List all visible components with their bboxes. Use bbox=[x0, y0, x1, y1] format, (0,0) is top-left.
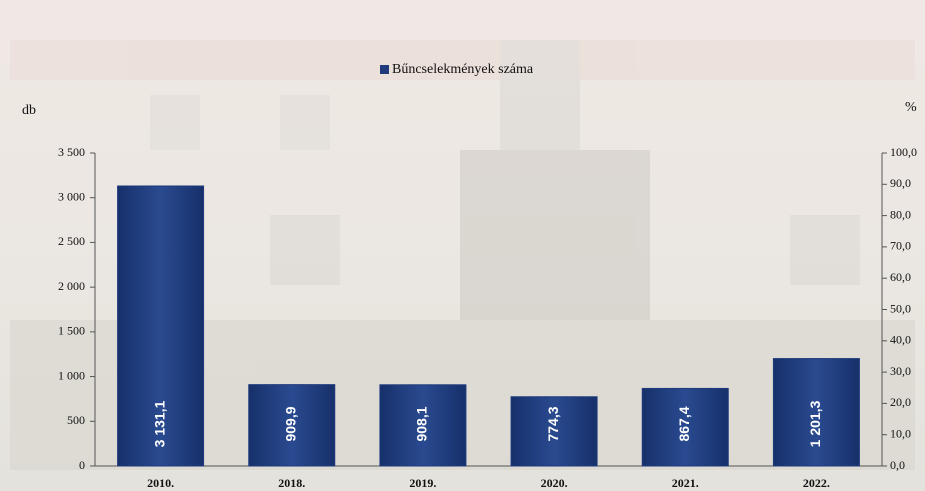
y-axis-label: db bbox=[22, 103, 36, 118]
y2-tick-label: 60,0 bbox=[890, 270, 911, 284]
x-tick-label: 2018. bbox=[278, 476, 305, 490]
y-tick-label: 1 500 bbox=[58, 324, 85, 338]
y2-tick-label: 30,0 bbox=[890, 364, 911, 378]
value-label: 867,4 bbox=[676, 406, 692, 441]
y-tick-label: 3 500 bbox=[58, 145, 85, 159]
x-tick-label: 2021. bbox=[672, 476, 699, 490]
y2-tick-label: 50,0 bbox=[890, 301, 911, 315]
y-tick-label: 3 000 bbox=[58, 189, 85, 203]
y-tick-label: 0 bbox=[79, 458, 85, 472]
y2-tick-label: 40,0 bbox=[890, 333, 911, 347]
x-tick-label: 2010. bbox=[147, 476, 174, 490]
y-tick-label: 2 500 bbox=[58, 234, 85, 248]
page: {"chart_data": {"type": "bar", "legend":… bbox=[0, 0, 925, 491]
y2-tick-label: 0,0 bbox=[890, 458, 905, 472]
x-tick-label: 2019. bbox=[409, 476, 436, 490]
y2-tick-label: 90,0 bbox=[890, 176, 911, 190]
value-label: 774,3 bbox=[545, 406, 561, 441]
value-label: 908,1 bbox=[414, 406, 430, 441]
y2-tick-label: 20,0 bbox=[890, 395, 911, 409]
value-label: 3 131,1 bbox=[151, 400, 167, 447]
y-tick-label: 1 000 bbox=[58, 368, 85, 382]
y-tick-label: 2 000 bbox=[58, 279, 85, 293]
legend-swatch bbox=[380, 65, 389, 74]
y2-axis-label: % bbox=[905, 100, 917, 115]
x-tick-label: 2020. bbox=[541, 476, 568, 490]
value-label: 1 201,3 bbox=[807, 400, 823, 447]
y2-tick-label: 70,0 bbox=[890, 239, 911, 253]
chart: Bűncselekmények száma db % 0 500 1 000 1 50… bbox=[0, 0, 925, 491]
y-tick-label: 500 bbox=[67, 413, 85, 427]
y2-tick-label: 100,0 bbox=[890, 145, 917, 159]
legend-label: Bűncselekmények száma bbox=[392, 62, 534, 77]
x-tick-label: 2022. bbox=[803, 476, 830, 490]
y2-tick-label: 80,0 bbox=[890, 207, 911, 221]
y2-tick-label: 10,0 bbox=[890, 426, 911, 440]
value-label: 909,9 bbox=[282, 406, 298, 441]
